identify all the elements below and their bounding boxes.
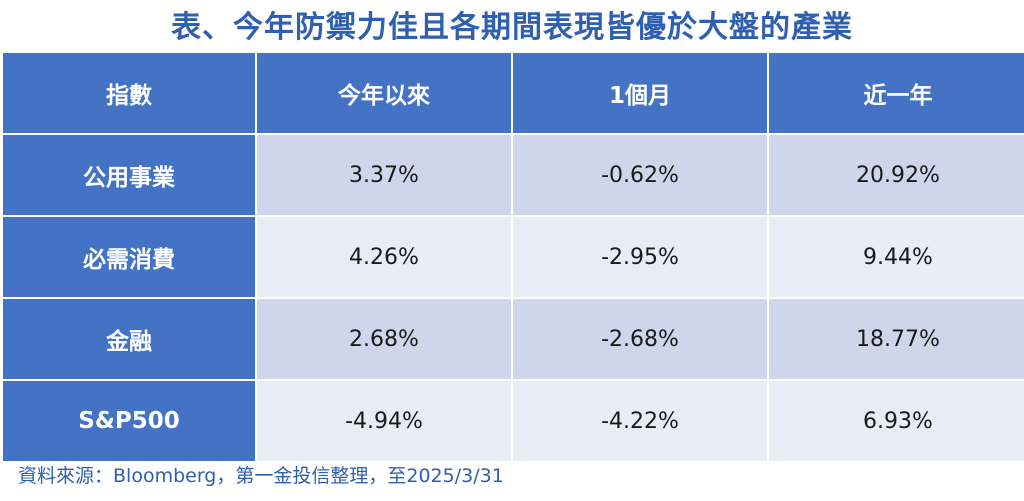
- cell-financials-1m: -2.68%: [513, 299, 767, 379]
- cell-financials-ytd: 2.68%: [257, 299, 511, 379]
- cell-financials-1y: 18.77%: [769, 299, 1024, 379]
- cell-utilities-ytd: 3.37%: [257, 135, 511, 215]
- row-header-consumer-staples: 必需消費: [3, 217, 255, 297]
- performance-table: 指數 今年以來 1個月 近一年 公用事業 3.37% -0.62% 20.92%…: [3, 53, 1024, 461]
- table-title: 表、今年防禦力佳且各期間表現皆優於大盤的產業: [171, 10, 853, 45]
- source-note: 資料來源：Bloomberg，第一金投信整理，至2025/3/31: [18, 465, 504, 487]
- row-header-sp500: S&P500: [3, 381, 255, 461]
- row-header-financials: 金融: [3, 299, 255, 379]
- cell-sp500-ytd: -4.94%: [257, 381, 511, 461]
- cell-consumer-staples-ytd: 4.26%: [257, 217, 511, 297]
- cell-utilities-1m: -0.62%: [513, 135, 767, 215]
- row-header-utilities: 公用事業: [3, 135, 255, 215]
- cell-consumer-staples-1m: -2.95%: [513, 217, 767, 297]
- cell-sp500-1y: 6.93%: [769, 381, 1024, 461]
- cell-utilities-1y: 20.92%: [769, 135, 1024, 215]
- column-header-1y: 近一年: [769, 53, 1024, 133]
- column-header-index: 指數: [3, 53, 255, 133]
- column-header-1m: 1個月: [513, 53, 767, 133]
- cell-sp500-1m: -4.22%: [513, 381, 767, 461]
- column-header-ytd: 今年以來: [257, 53, 511, 133]
- cell-consumer-staples-1y: 9.44%: [769, 217, 1024, 297]
